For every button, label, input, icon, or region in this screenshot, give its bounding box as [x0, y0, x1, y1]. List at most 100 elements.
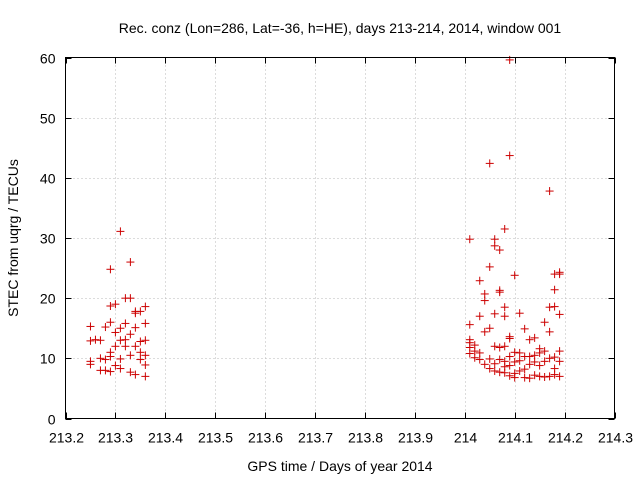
data-point — [141, 360, 150, 369]
data-point — [101, 366, 110, 375]
data-point — [545, 303, 554, 312]
data-point — [141, 372, 150, 381]
data-point — [101, 323, 110, 332]
x-tick-label: 213.3 — [98, 430, 133, 446]
data-point — [106, 265, 115, 274]
y-tick-label: 0 — [48, 412, 56, 428]
data-point — [550, 302, 559, 311]
y-tick-label: 40 — [40, 171, 56, 187]
data-point — [91, 335, 100, 344]
data-point — [490, 359, 499, 368]
data-point — [495, 246, 504, 255]
data-points — [86, 55, 564, 383]
data-point — [465, 320, 474, 329]
data-point — [475, 355, 484, 364]
y-tick-label: 30 — [40, 231, 56, 247]
data-point — [530, 371, 539, 380]
y-tick-label: 60 — [40, 51, 56, 67]
data-point — [136, 348, 145, 357]
data-point — [106, 352, 115, 361]
data-point — [111, 361, 120, 370]
data-point — [510, 348, 519, 357]
data-point — [485, 354, 494, 363]
data-point — [490, 342, 499, 351]
data-point — [500, 342, 509, 351]
x-tick-label: 213.6 — [248, 430, 283, 446]
data-point — [540, 347, 549, 356]
data-point — [116, 324, 125, 333]
data-point — [136, 307, 145, 316]
data-point — [86, 322, 95, 331]
data-point — [485, 324, 494, 333]
data-point — [525, 374, 534, 383]
data-point — [101, 355, 110, 364]
data-point — [106, 301, 115, 310]
data-point — [545, 327, 554, 336]
data-point — [106, 318, 115, 327]
data-point — [540, 357, 549, 366]
data-point — [131, 342, 140, 351]
data-point — [535, 361, 544, 370]
data-point — [510, 373, 519, 382]
data-point — [525, 335, 534, 344]
data-point — [495, 355, 504, 364]
data-point — [121, 342, 130, 351]
x-axis-label: GPS time / Days of year 2014 — [247, 458, 432, 474]
data-point — [545, 187, 554, 196]
y-axis: 0 10 20 30 40 50 60 — [40, 51, 615, 428]
data-point — [475, 312, 484, 321]
data-point — [495, 368, 504, 377]
x-tick-label: 213.7 — [298, 430, 333, 446]
data-point — [550, 285, 559, 294]
data-point — [126, 294, 135, 303]
data-point — [500, 303, 509, 312]
data-point — [111, 342, 120, 351]
y-tick-label: 20 — [40, 291, 56, 307]
data-point — [535, 372, 544, 381]
data-point — [545, 354, 554, 363]
data-point — [116, 336, 125, 345]
data-point — [530, 333, 539, 342]
data-point — [555, 270, 564, 279]
x-tick-label: 214.3 — [598, 430, 633, 446]
data-point — [126, 330, 135, 339]
data-point — [126, 351, 135, 360]
data-point — [86, 336, 95, 345]
data-point — [485, 159, 494, 168]
data-point — [505, 361, 514, 370]
data-point — [470, 353, 479, 362]
data-point — [495, 343, 504, 352]
data-point — [525, 352, 534, 361]
data-point — [86, 360, 95, 369]
data-point — [106, 367, 115, 376]
data-point — [525, 360, 534, 369]
x-tick-label: 214 — [454, 430, 478, 446]
data-point — [141, 302, 150, 311]
y-tick-label: 10 — [40, 351, 56, 367]
data-point — [116, 227, 125, 236]
x-tick-label: 214.1 — [498, 430, 533, 446]
data-point — [116, 364, 125, 373]
data-point — [500, 368, 509, 377]
data-point — [500, 312, 509, 321]
data-point — [480, 296, 489, 305]
data-point — [136, 337, 145, 346]
y-axis-label: STEC from uqrg / TECUs — [5, 159, 21, 317]
data-point — [480, 360, 489, 369]
data-point — [111, 300, 120, 309]
data-point — [490, 366, 499, 375]
data-point — [515, 309, 524, 318]
data-point — [131, 370, 140, 379]
y-tick-label: 50 — [40, 111, 56, 127]
data-point — [535, 348, 544, 357]
data-point — [555, 357, 564, 366]
data-point — [510, 357, 519, 366]
data-point — [126, 258, 135, 267]
data-point — [465, 235, 474, 244]
data-point — [505, 371, 514, 380]
data-point — [520, 324, 529, 333]
x-tick-label: 214.2 — [548, 430, 583, 446]
data-point — [500, 224, 509, 233]
data-point — [121, 319, 130, 328]
